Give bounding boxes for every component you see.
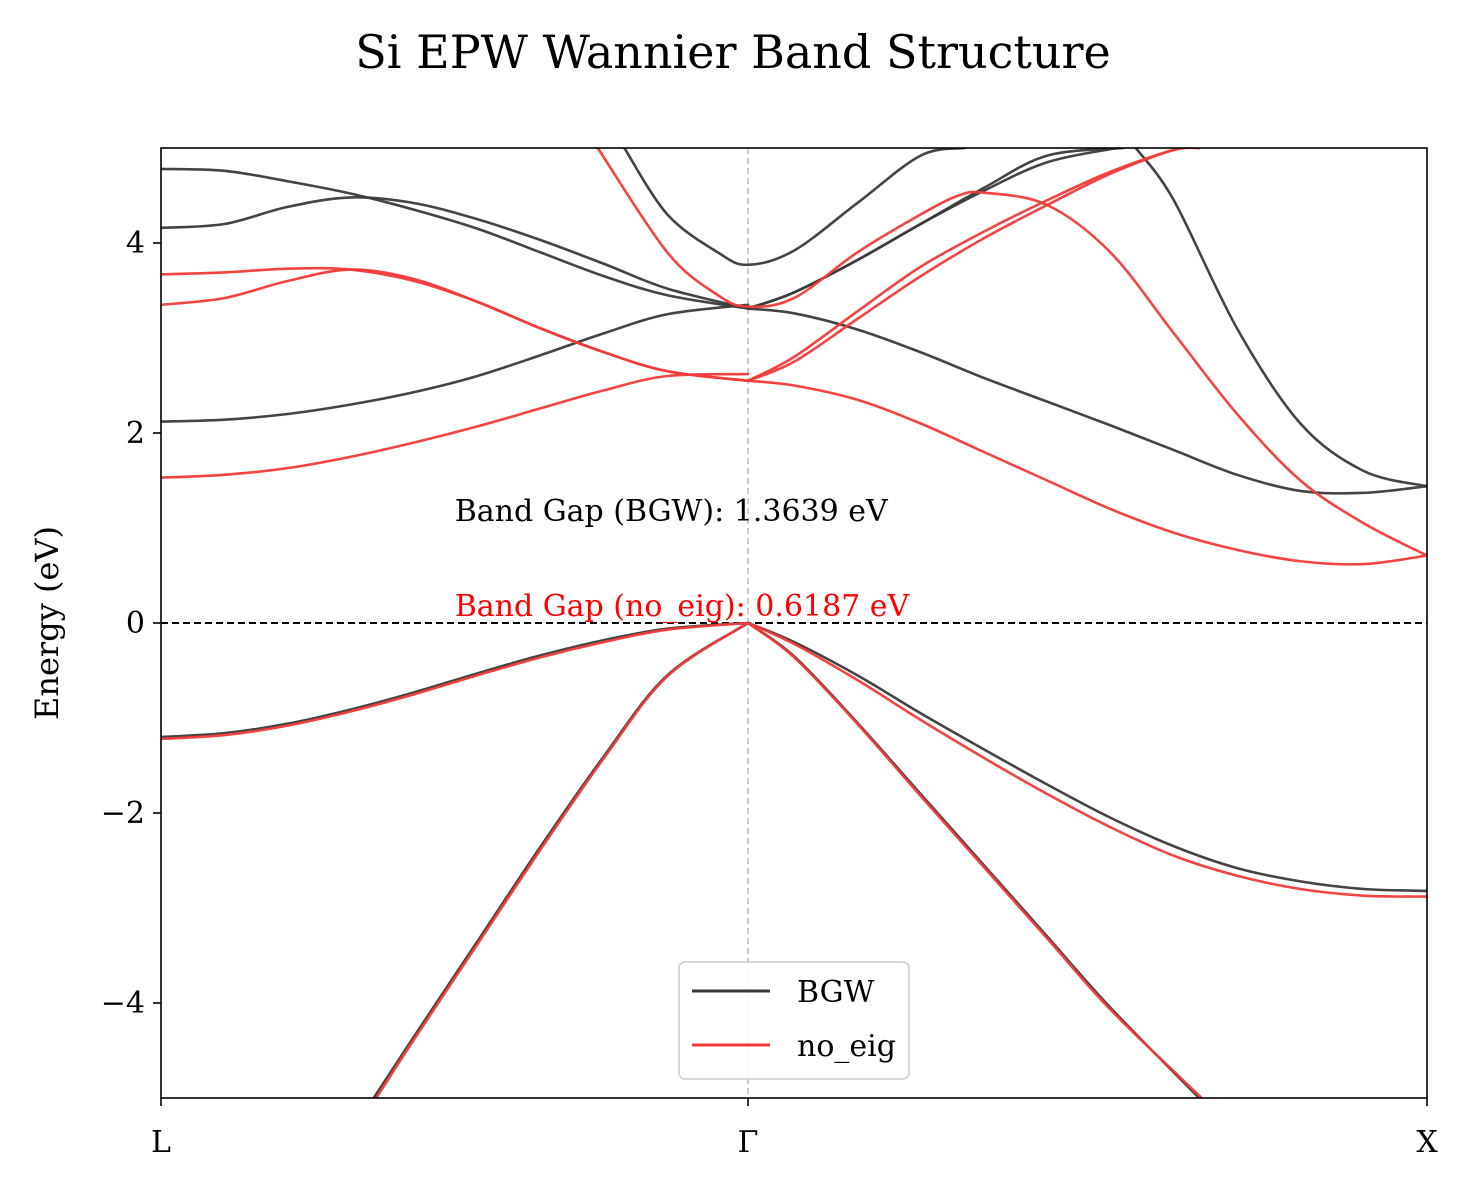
band-line-no-eig-9	[746, 148, 1201, 383]
x-tick-label: X	[1416, 1125, 1438, 1160]
band-line-bgw-5	[746, 307, 1427, 495]
band-line-no-eig-7	[161, 266, 750, 383]
band-line-no-eig-10	[596, 148, 1427, 557]
y-tick-label: 2	[126, 416, 145, 451]
band-line-bgw-1	[746, 621, 1427, 893]
band-line-bgw-8	[746, 148, 1119, 310]
band-line-no-eig-2	[374, 621, 750, 1098]
band-line-no-eig-3	[746, 621, 1203, 1098]
y-tick-label: 0	[126, 606, 145, 641]
band-line-no-eig-4	[161, 372, 750, 479]
legend: BGW no_eig	[678, 961, 910, 1080]
band-line-no-eig-5	[746, 379, 1427, 566]
band-line-bgw-6	[161, 196, 750, 310]
band-line-no-eig-1	[746, 621, 1427, 898]
band-line-bgw-11	[1134, 148, 1427, 488]
band-line-bgw-7	[161, 167, 750, 310]
legend-label-no-eig: no_eig	[797, 1029, 896, 1064]
band-gap-bgw-annotation: Band Gap (BGW): 1.3639 eV	[455, 494, 889, 529]
band-line-bgw-10	[623, 148, 967, 267]
y-tick-label: −4	[101, 986, 145, 1021]
x-tick-label: Γ	[738, 1125, 759, 1160]
y-axis: −4 −2 0 2 4	[101, 226, 161, 1021]
band-line-no-eig-8	[746, 148, 1201, 383]
y-axis-label: Energy (eV)	[28, 526, 66, 720]
band-gap-no-eig-annotation: Band Gap (no_eig): 0.6187 eV	[455, 589, 911, 624]
y-tick-label: −2	[101, 796, 145, 831]
band-line-bgw-0	[161, 621, 750, 739]
band-lines	[161, 148, 1427, 1098]
legend-label-bgw: BGW	[797, 975, 875, 1010]
chart-title: Si EPW Wannier Band Structure	[355, 25, 1110, 79]
band-line-bgw-9	[746, 148, 1125, 310]
band-line-bgw-4	[161, 303, 750, 423]
y-tick-label: 4	[126, 226, 145, 261]
x-tick-label: L	[151, 1125, 171, 1160]
band-line-no-eig-0	[161, 621, 750, 741]
